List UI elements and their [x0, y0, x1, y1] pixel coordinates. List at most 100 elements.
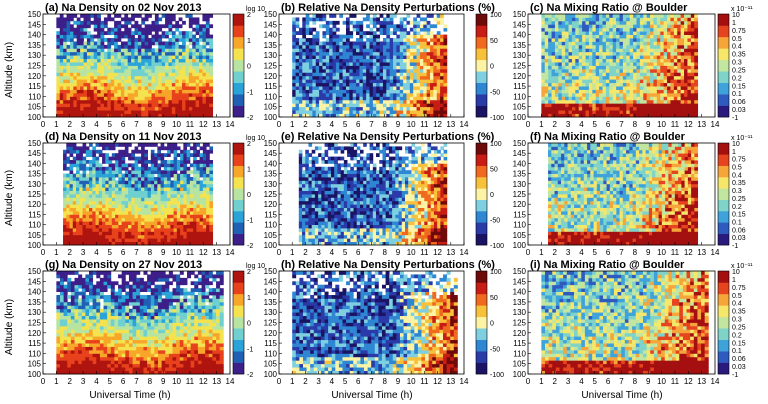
- heatmap-cell: [660, 65, 665, 70]
- heatmap-cell: [80, 51, 84, 56]
- heatmap-cell: [63, 217, 67, 222]
- heatmap-cell: [178, 51, 183, 56]
- heatmap-cell: [131, 228, 135, 232]
- heatmap-cell: [312, 44, 317, 49]
- heatmap-cell: [677, 92, 682, 97]
- heatmap-cell: [687, 65, 692, 70]
- heatmap-cell: [95, 170, 100, 174]
- heatmap-cell: [115, 173, 119, 178]
- heatmap-cell: [345, 24, 350, 29]
- heatmap-cell: [684, 55, 688, 60]
- heatmap-cell: [639, 96, 644, 101]
- heatmap-cell: [205, 110, 210, 114]
- heatmap-cell: [609, 48, 614, 53]
- heatmap-cell: [100, 89, 105, 94]
- heatmap-cell: [148, 75, 152, 80]
- heatmap-cell: [633, 99, 637, 104]
- heatmap-cell: [430, 82, 434, 87]
- heatmap-cell: [386, 31, 391, 35]
- heatmap-cell: [105, 214, 109, 219]
- heatmap-cell: [403, 110, 407, 114]
- heatmap-cell: [636, 44, 641, 49]
- heatmap-cell: [677, 55, 682, 60]
- heatmap-cell: [298, 51, 303, 56]
- heatmap-cell: [151, 86, 156, 90]
- heatmap-cell: [121, 207, 126, 212]
- heatmap-cell: [144, 34, 149, 39]
- heatmap-cell: [619, 72, 624, 77]
- heatmap-cell: [386, 24, 391, 29]
- heatmap-cell: [389, 14, 394, 18]
- heatmap-cell: [120, 55, 125, 60]
- heatmap-cell: [582, 92, 586, 97]
- heatmap-cell: [92, 204, 96, 208]
- heatmap-cell: [629, 92, 634, 97]
- heatmap-cell: [66, 149, 70, 154]
- heatmap-cell: [687, 82, 692, 87]
- heatmap-cell: [667, 113, 671, 118]
- heatmap-cell: [548, 48, 552, 53]
- heatmap-cell: [629, 48, 634, 53]
- heatmap-cell: [108, 194, 113, 198]
- heatmap-cell: [670, 17, 675, 22]
- heatmap-cell: [329, 65, 333, 70]
- heatmap-cell: [205, 72, 210, 77]
- heatmap-cell: [298, 79, 303, 84]
- heatmap-cell: [588, 96, 593, 101]
- heatmap-cell: [690, 20, 695, 25]
- heatmap-cell: [667, 86, 671, 90]
- heatmap-cell: [592, 17, 597, 22]
- heatmap-cell: [670, 92, 675, 97]
- heatmap-cell: [443, 75, 448, 80]
- heatmap-cell: [175, 86, 180, 90]
- heatmap-cell: [670, 58, 675, 63]
- heatmap-cell: [629, 96, 634, 101]
- heatmap-cell: [329, 92, 333, 97]
- heatmap-cell: [592, 62, 597, 66]
- heatmap-cell: [352, 58, 357, 63]
- heatmap-cell: [419, 41, 424, 46]
- heatmap-cell: [653, 34, 658, 39]
- heatmap-cell: [423, 31, 428, 35]
- heatmap-cell: [63, 44, 67, 49]
- heatmap-cell: [582, 89, 586, 94]
- heatmap-cell: [362, 55, 367, 60]
- colorbar-unit-label: log 10: [246, 6, 265, 13]
- heatmap-cell: [63, 241, 67, 246]
- heatmap-cell: [379, 113, 384, 118]
- heatmap-cell: [115, 211, 119, 215]
- y-tick-label: 140: [513, 31, 527, 40]
- heatmap-cell: [302, 17, 307, 22]
- heatmap-cell: [72, 207, 77, 212]
- heatmap-cell: [121, 217, 126, 222]
- heatmap-cell: [670, 38, 675, 42]
- heatmap-cell: [319, 82, 323, 87]
- heatmap-cell: [90, 65, 95, 70]
- heatmap-cell: [158, 65, 163, 70]
- heatmap-cell: [144, 228, 148, 232]
- heatmap-cell: [592, 55, 597, 60]
- heatmap-cell: [102, 166, 106, 171]
- heatmap-cell: [124, 200, 129, 205]
- heatmap-cell: [565, 89, 569, 94]
- heatmap-cell: [73, 99, 78, 104]
- heatmap-cell: [548, 79, 552, 84]
- heatmap-cell: [568, 62, 573, 66]
- heatmap-cell: [79, 214, 83, 219]
- heatmap-cell: [192, 20, 197, 25]
- heatmap-cell: [639, 65, 644, 70]
- heatmap-cell: [131, 183, 135, 188]
- panel-3: 0 1 2 3 4 5 6 7 8 9 10 11 12 13 1410010511011512012513…: [513, 2, 754, 129]
- heatmap-cell: [105, 183, 109, 188]
- heatmap-cell: [185, 48, 190, 53]
- heatmap-cell: [117, 106, 122, 111]
- heatmap-cell: [141, 197, 145, 202]
- heatmap-cell: [406, 38, 411, 42]
- heatmap-cell: [79, 156, 83, 161]
- heatmap-cell: [677, 72, 682, 77]
- heatmap-cell: [134, 92, 139, 97]
- heatmap-cell: [108, 204, 113, 208]
- heatmap-cell: [554, 31, 559, 35]
- heatmap-cell: [386, 92, 391, 97]
- heatmap-cell: [192, 68, 197, 73]
